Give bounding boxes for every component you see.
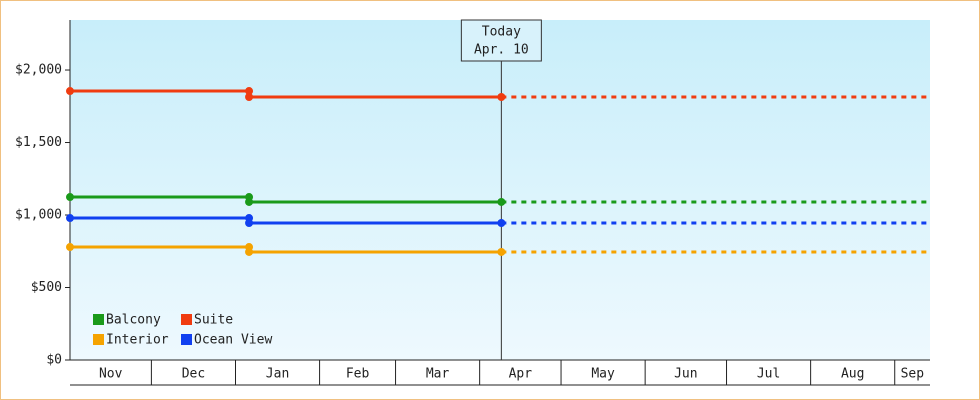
data-point [66, 214, 74, 223]
data-point [245, 197, 254, 206]
x-tick-label: Jul [757, 367, 780, 382]
data-point [66, 243, 74, 252]
x-tick-label: May [591, 367, 615, 382]
legend-label: Ocean View [194, 333, 272, 348]
legend-label: Suite [194, 313, 233, 328]
y-tick-label: $1,000 [15, 208, 62, 223]
data-point [245, 218, 254, 227]
x-tick-label: Aug [841, 367, 864, 382]
x-tick-label: Jun [674, 367, 697, 382]
data-point [66, 87, 74, 96]
data-point [497, 197, 506, 206]
data-point [497, 92, 506, 101]
legend-label: Interior [106, 333, 169, 348]
plot-area [70, 20, 930, 360]
data-point [497, 218, 506, 227]
x-tick-label: Apr [509, 367, 533, 382]
data-point [497, 247, 506, 256]
data-point [245, 92, 254, 101]
data-point [245, 247, 254, 256]
x-tick-label: Feb [346, 367, 370, 382]
x-tick-label: Dec [182, 367, 205, 382]
today-box [460, 19, 542, 62]
legend-swatch [93, 334, 104, 345]
today-label: Today [482, 25, 521, 40]
y-tick-label: $2,000 [15, 63, 62, 78]
x-tick-label: Sep [901, 367, 925, 382]
x-tick-label: Nov [99, 367, 123, 382]
legend-label: Balcony [106, 313, 161, 328]
data-point [66, 193, 74, 202]
y-tick-label: $1,500 [15, 135, 62, 150]
y-tick-label: $0 [46, 353, 62, 368]
legend-swatch [181, 314, 192, 325]
legend-swatch [93, 314, 104, 325]
x-tick-label: Jan [266, 367, 289, 382]
data-point [245, 87, 254, 96]
x-tick-label: Mar [426, 367, 450, 382]
legend-swatch [181, 334, 192, 345]
today-label: Apr. 10 [474, 43, 529, 58]
y-tick-label: $500 [31, 280, 62, 295]
